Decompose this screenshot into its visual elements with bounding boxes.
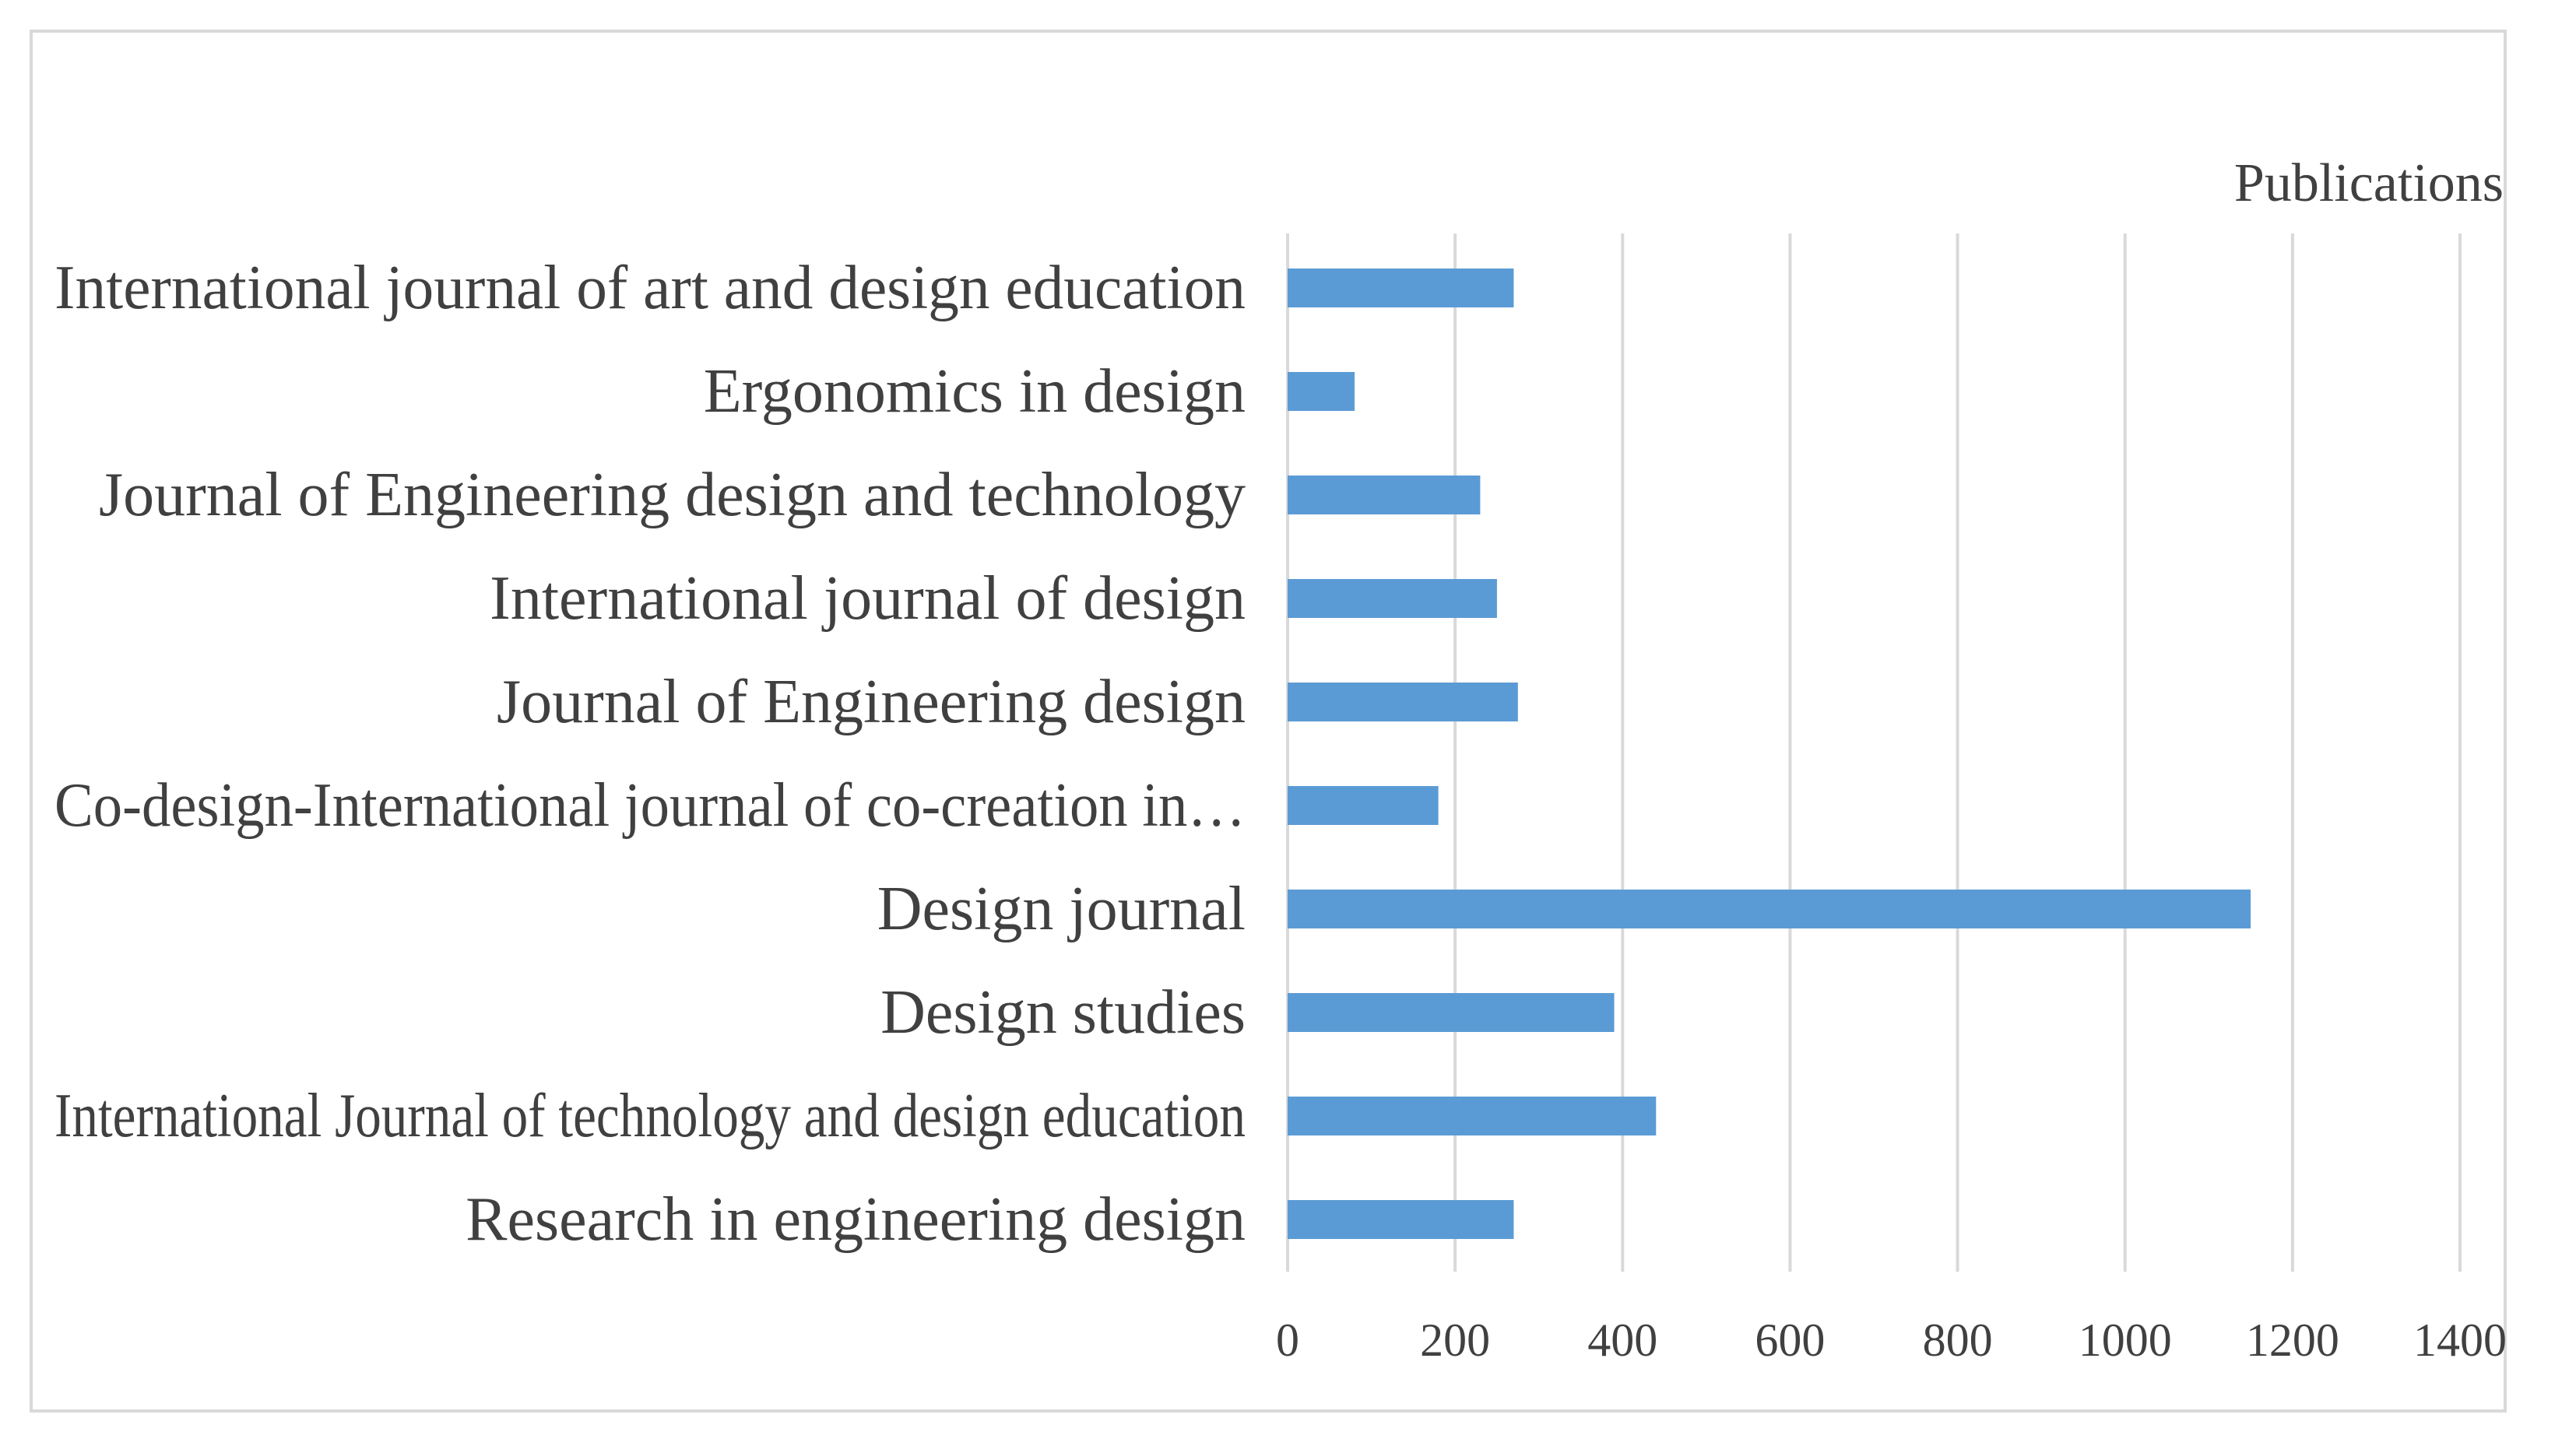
x-tick-labels: 0 200 400 600 800 1000 1200 1400 xyxy=(1276,1314,2507,1366)
x-tick-label: 1200 xyxy=(2246,1314,2339,1366)
x-tick-label: 200 xyxy=(1420,1314,1490,1366)
x-tick-label: 1400 xyxy=(2413,1314,2507,1366)
bar xyxy=(1288,890,2251,928)
category-label: Co-design-International journal of co-cr… xyxy=(54,771,1246,840)
category-label: Design journal xyxy=(877,875,1246,943)
category-label: Journal of Engineering design and techno… xyxy=(99,461,1246,529)
category-label: Design studies xyxy=(880,978,1246,1047)
bars xyxy=(1288,268,2251,1239)
bar xyxy=(1288,1097,1657,1135)
x-tick-label: 600 xyxy=(1755,1314,1825,1366)
bar xyxy=(1288,268,1514,307)
x-axis-title: Publications xyxy=(2234,153,2504,213)
bar xyxy=(1288,372,1355,411)
bar xyxy=(1288,993,1615,1032)
category-label: Research in engineering design xyxy=(466,1185,1246,1254)
category-label: International journal of art and design … xyxy=(54,254,1246,322)
x-tick-label: 400 xyxy=(1587,1314,1657,1366)
x-tick-label: 0 xyxy=(1276,1314,1299,1366)
category-labels: International journal of art and design … xyxy=(54,254,1246,1254)
bar xyxy=(1288,476,1481,514)
bar xyxy=(1288,786,1439,825)
category-label: International journal of design xyxy=(490,564,1246,633)
bar xyxy=(1288,683,1518,721)
chart-frame xyxy=(30,30,2507,1413)
category-label: Journal of Engineering design xyxy=(497,668,1246,736)
bar xyxy=(1288,1200,1514,1239)
bar xyxy=(1288,579,1497,618)
category-label: International Journal of technology and … xyxy=(54,1082,1246,1150)
category-label: Ergonomics in design xyxy=(704,357,1246,426)
x-tick-label: 800 xyxy=(1923,1314,1993,1366)
x-tick-label: 1000 xyxy=(2079,1314,2172,1366)
